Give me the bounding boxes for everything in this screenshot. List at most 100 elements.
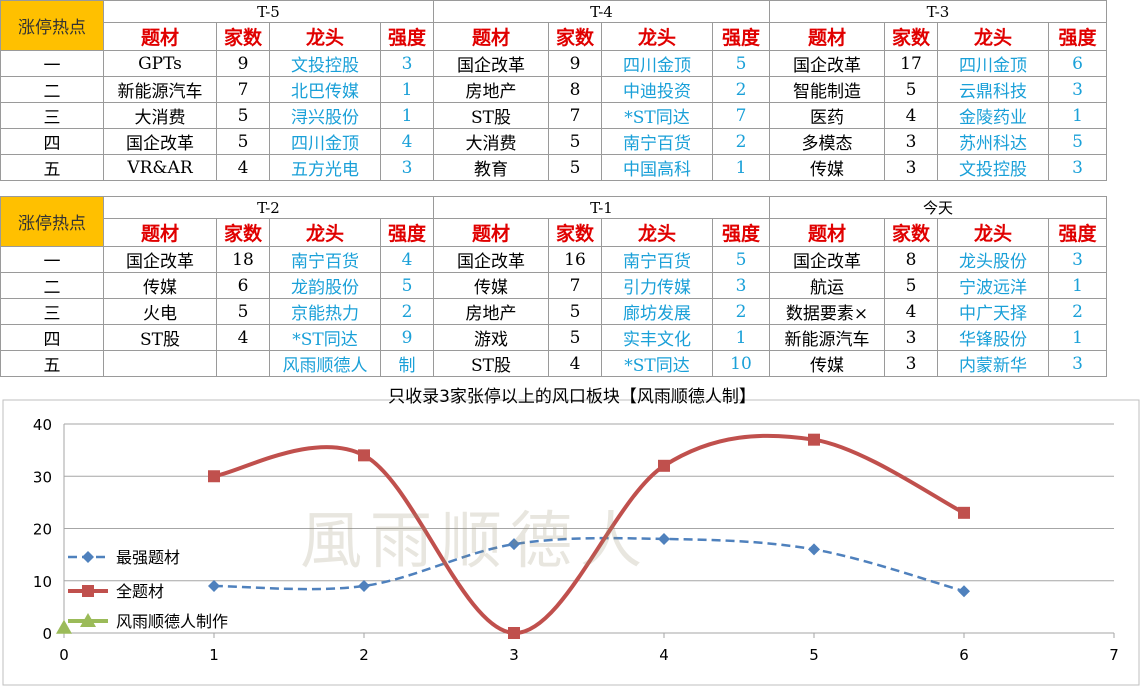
strength-cell: 1 (380, 76, 434, 103)
count-cell: 7 (548, 272, 602, 299)
topic-cell: ST股 (103, 324, 217, 351)
strength-cell: 5 (380, 272, 434, 299)
count-cell: 9 (216, 50, 270, 77)
count-cell: 7 (548, 102, 602, 129)
count-cell: 4 (548, 350, 602, 377)
topic-cell: 国企改革 (769, 246, 885, 273)
count-cell: 9 (548, 50, 602, 77)
leader-cell: 南宁百货 (269, 246, 381, 273)
rank-cell: 四 (0, 128, 104, 155)
count-cell: 3 (884, 324, 938, 351)
count-cell: 4 (216, 154, 270, 181)
table-row: 三火电 5 京能热力 2 房地产 5 廊坊发展 2 数据要素× 4 中广天择 2 (0, 298, 1108, 325)
rank-cell: 二 (0, 272, 104, 299)
data-point (508, 627, 520, 639)
rank-cell: 五 (0, 350, 104, 377)
table-row: 四国企改革 5 四川金顶 4 大消费 5 南宁百货 2 多模态 3 苏州科达 5 (0, 128, 1107, 155)
leader-cell: 华锋股份 (937, 324, 1049, 351)
strength-cell: 1 (1047, 272, 1108, 299)
rank-cell: 三 (0, 102, 104, 129)
column-header-count: 家数 (884, 22, 938, 51)
leader-cell: 中广天择 (937, 298, 1049, 325)
corner-label: 涨停热点 (0, 196, 104, 247)
count-cell: 5 (216, 128, 270, 155)
y-tick-label: 20 (33, 521, 52, 539)
column-header-topic: 题材 (433, 22, 549, 51)
topic-cell: VR&AR (103, 154, 217, 181)
topic-cell: 教育 (433, 154, 549, 181)
topic-cell: ST股 (433, 102, 549, 129)
column-header-strength: 强度 (1047, 218, 1108, 247)
count-cell: 8 (548, 76, 602, 103)
legend-entry: 全题材 (116, 582, 164, 601)
topic-cell: GPTs (103, 50, 217, 77)
leader-cell: 实丰文化 (601, 324, 713, 351)
data-point (358, 579, 370, 592)
column-header-strength: 强度 (712, 218, 770, 247)
leader-cell: 内蒙新华 (937, 350, 1049, 377)
strength-cell: 3 (1048, 76, 1107, 103)
leader-cell: *ST同达 (269, 324, 381, 351)
leader-cell: 南宁百货 (601, 128, 713, 155)
data-point (658, 459, 670, 472)
strength-cell: 5 (1048, 128, 1107, 155)
column-header-topic: 题材 (103, 22, 217, 51)
topic-cell: 传媒 (769, 350, 885, 377)
legend-entry: 最强题材 (116, 548, 180, 567)
rank-cell: 三 (0, 298, 104, 325)
data-point (358, 449, 370, 462)
column-header-count: 家数 (216, 22, 270, 51)
strength-cell: 1 (1047, 324, 1108, 351)
period-header: 今天 (768, 196, 1108, 219)
rank-cell: 一 (0, 50, 104, 77)
leader-cell: 风雨顺德人 (269, 350, 381, 377)
count-cell: 5 (548, 298, 602, 325)
legend-marker (80, 613, 96, 627)
strength-cell: 9 (380, 324, 434, 351)
count-cell: 4 (216, 324, 270, 351)
topic-cell: 医药 (769, 102, 885, 129)
strength-cell: 2 (1047, 298, 1108, 325)
column-header-leader: 龙头 (937, 218, 1049, 247)
topic-cell: 传媒 (769, 154, 885, 181)
strength-cell: 3 (1048, 154, 1107, 181)
count-cell: 4 (884, 298, 938, 325)
period-header: T-2 (103, 196, 434, 219)
table-row: 四 ST股 4 *ST同达 9 游戏 5 实丰文化 1 新能源汽车 3 华锋股份 1 (0, 324, 1108, 351)
topic-cell: 国企改革 (769, 50, 885, 77)
topic-cell: 数据要素× (769, 298, 885, 325)
leader-cell: *ST同达 (601, 350, 713, 377)
strength-cell: 4 (380, 246, 434, 273)
strength-cell: 2 (712, 76, 770, 103)
column-header-leader: 龙头 (269, 22, 381, 51)
data-point (658, 532, 670, 545)
strength-cell: 3 (1047, 246, 1108, 273)
count-cell (216, 350, 270, 377)
strength-cell: 3 (712, 272, 770, 299)
topic-cell: 国企改革 (433, 246, 549, 273)
count-cell: 5 (548, 128, 602, 155)
strength-cell: 1 (1048, 102, 1107, 129)
count-cell: 18 (216, 246, 270, 273)
topic-cell: 国企改革 (433, 50, 549, 77)
data-point (808, 433, 820, 446)
strength-cell: 1 (712, 324, 770, 351)
legend-marker (82, 551, 94, 563)
data-point (808, 543, 820, 556)
table-row: 二传媒 6 龙韵股份 5 传媒 7 引力传媒 3 航运 5 宁波远洋 1 (0, 272, 1108, 299)
count-cell: 5 (884, 76, 938, 103)
topic-cell: 大消费 (433, 128, 549, 155)
hotspot-table-2: 涨停热点 T-2 T-1 今天 题材 家数 龙头 强度 题材 家数 龙头 强度 题材 家数 龙头 强度一国企改… (0, 196, 1108, 377)
count-cell: 5 (216, 298, 270, 325)
legend-marker (82, 585, 94, 597)
table-row: 五风雨顺德人制 ST股 4 *ST同达 10 传媒 3 内蒙新华 3 (0, 350, 1108, 377)
strength-cell: 1 (380, 102, 434, 129)
topic-cell: 航运 (769, 272, 885, 299)
x-tick-label: 3 (509, 646, 519, 664)
x-tick-label: 6 (959, 646, 969, 664)
series-line-1 (213, 433, 965, 636)
table-row: 一国企改革 18 南宁百货 4 国企改革 16 南宁百货 5 国企改革 8 龙头股份 3 (0, 246, 1108, 273)
x-tick-label: 4 (659, 646, 669, 664)
chart-area: 只收录3家张停以上的风口板块【风雨顺德人制】 0 10 20 30 40 0 1 2 3 4 5 6 7… (0, 380, 1144, 688)
topic-cell: 多模态 (769, 128, 885, 155)
